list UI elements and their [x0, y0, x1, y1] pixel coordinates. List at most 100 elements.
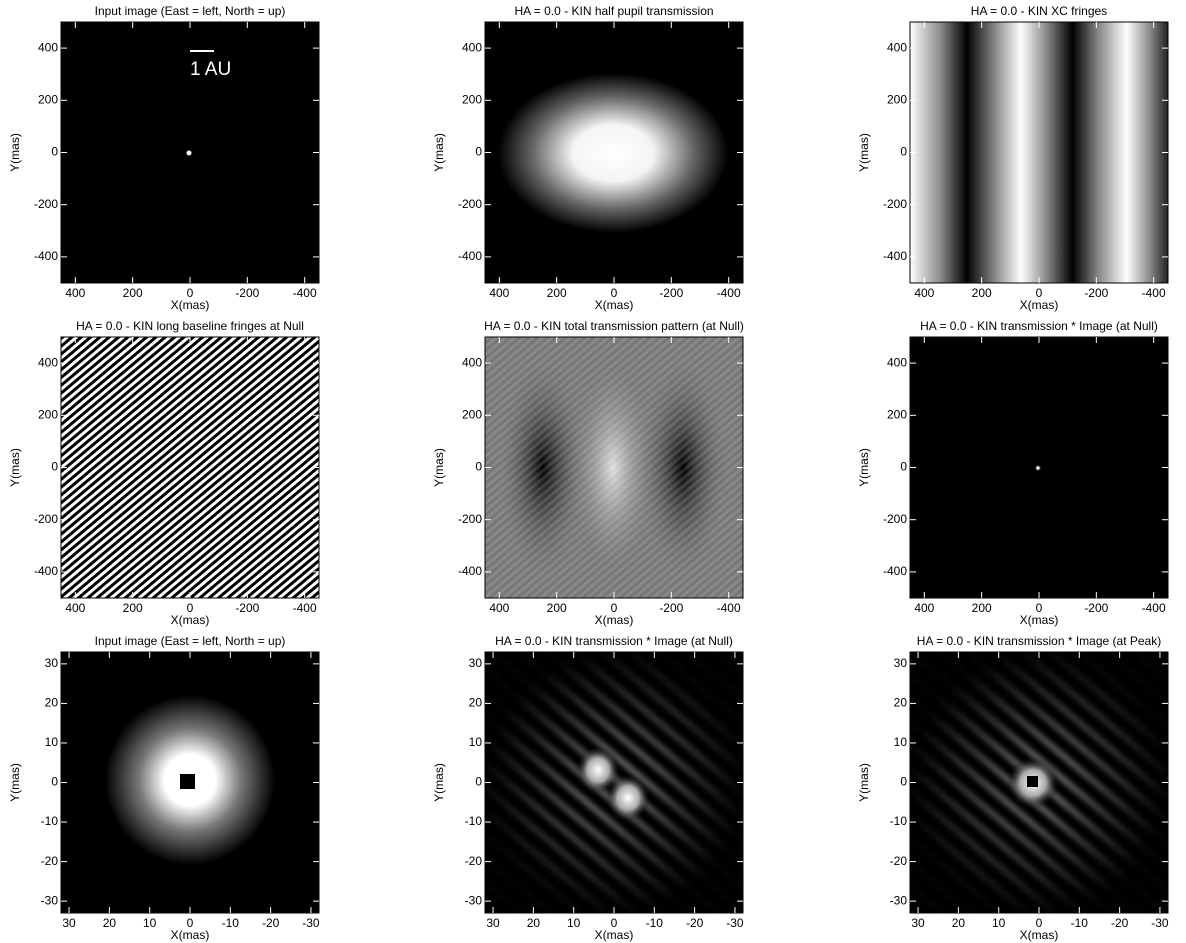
x-tick-label: -200: [659, 601, 683, 615]
y-axis-label: Y(mas): [857, 133, 871, 172]
panel: HA = 0.0 - KIN transmission * Image (at …: [857, 634, 1169, 942]
image: [61, 337, 319, 598]
y-axis-label: Y(mas): [8, 763, 22, 802]
image: [910, 337, 1168, 598]
x-tick-label: 200: [547, 286, 567, 300]
y-axis-label: Y(mas): [432, 133, 446, 172]
x-tick-label: 30: [911, 916, 925, 930]
source: [1035, 465, 1041, 471]
y-tick-label: 0: [900, 460, 907, 474]
x-tick-label: -30: [302, 916, 320, 930]
y-tick-label: 30: [45, 656, 59, 670]
y-axis-label: Y(mas): [857, 448, 871, 487]
panel-title: HA = 0.0 - KIN transmission * Image (at …: [920, 319, 1158, 333]
x-tick-label: -400: [717, 286, 741, 300]
x-axis-label: X(mas): [171, 298, 210, 312]
y-tick-label: -400: [34, 564, 58, 578]
x-tick-label: -10: [646, 916, 664, 930]
y-tick-label: -10: [890, 814, 908, 828]
x-tick-label: 30: [486, 916, 500, 930]
y-tick-label: 0: [51, 145, 58, 159]
x-tick-label: 30: [62, 916, 76, 930]
y-tick-label: 20: [45, 696, 59, 710]
x-tick-label: 10: [143, 916, 157, 930]
x-tick-label: -10: [222, 916, 240, 930]
y-tick-label: -20: [465, 854, 483, 868]
y-tick-label: 0: [51, 775, 58, 789]
panel: HA = 0.0 - KIN total transmission patter…: [432, 319, 744, 627]
x-axis-label: X(mas): [595, 298, 634, 312]
y-tick-label: 0: [51, 460, 58, 474]
pupil: [498, 73, 728, 233]
core: [1027, 776, 1038, 787]
y-tick-label: -20: [890, 854, 908, 868]
y-tick-label: 200: [462, 92, 482, 106]
fine-fringes: [485, 337, 743, 598]
x-tick-label: -20: [686, 916, 704, 930]
x-tick-label: -400: [293, 601, 317, 615]
y-axis-label: Y(mas): [8, 133, 22, 172]
y-tick-label: 30: [469, 656, 483, 670]
panel: HA = 0.0 - KIN long baseline fringes at …: [8, 319, 319, 627]
x-tick-label: 400: [914, 601, 934, 615]
x-axis-label: X(mas): [1020, 613, 1059, 627]
x-tick-label: 20: [103, 916, 117, 930]
panel: HA = 0.0 - KIN half pupil transmission40…: [432, 4, 743, 312]
x-axis-label: X(mas): [1020, 928, 1059, 942]
fringes: [910, 22, 1168, 283]
y-tick-label: 400: [887, 40, 907, 54]
x-axis-label: X(mas): [595, 613, 634, 627]
source: [187, 151, 192, 156]
panel: HA = 0.0 - KIN transmission * Image (at …: [857, 319, 1168, 627]
y-axis-label: Y(mas): [857, 763, 871, 802]
x-tick-label: 200: [972, 286, 992, 300]
x-tick-label: -30: [1151, 916, 1169, 930]
x-tick-label: -400: [293, 286, 317, 300]
y-tick-label: 0: [475, 145, 482, 159]
y-tick-label: 0: [475, 460, 482, 474]
y-tick-label: -10: [41, 814, 59, 828]
x-tick-label: 400: [65, 286, 85, 300]
image: [485, 337, 743, 598]
y-tick-label: -400: [458, 249, 482, 263]
y-tick-label: -400: [883, 564, 907, 578]
panel-title: HA = 0.0 - KIN transmission * Image (at …: [917, 634, 1161, 648]
x-tick-label: -200: [235, 286, 259, 300]
y-tick-label: 400: [887, 355, 907, 369]
x-tick-label: 400: [65, 601, 85, 615]
annotation: 1 AU: [190, 59, 231, 80]
y-tick-label: -30: [465, 893, 483, 907]
y-axis-label: Y(mas): [8, 448, 22, 487]
y-tick-label: 200: [462, 407, 482, 421]
y-tick-label: 0: [900, 775, 907, 789]
panel-title: Input image (East = left, North = up): [95, 634, 286, 648]
x-tick-label: 20: [527, 916, 541, 930]
y-tick-label: 400: [462, 355, 482, 369]
x-tick-label: 200: [123, 286, 143, 300]
x-tick-label: -200: [235, 601, 259, 615]
image: [910, 652, 1168, 913]
x-tick-label: 200: [123, 601, 143, 615]
y-tick-label: -200: [458, 512, 482, 526]
panel: HA = 0.0 - KIN transmission * Image (at …: [432, 634, 744, 942]
x-axis-label: X(mas): [171, 928, 210, 942]
y-tick-label: -400: [458, 564, 482, 578]
y-tick-label: 10: [894, 735, 908, 749]
x-tick-label: 20: [952, 916, 966, 930]
x-axis-label: X(mas): [1020, 298, 1059, 312]
x-tick-label: 400: [489, 286, 509, 300]
x-tick-label: -10: [1071, 916, 1089, 930]
panel: Input image (East = left, North = up) 30 2…: [8, 634, 320, 942]
y-tick-label: 30: [894, 656, 908, 670]
x-tick-label: -20: [1111, 916, 1129, 930]
image: [61, 652, 319, 913]
panel-title: Input image (East = left, North = up): [95, 4, 286, 18]
fringes: [61, 337, 319, 598]
image: [910, 22, 1168, 283]
core: [180, 774, 195, 789]
y-axis-label: Y(mas): [432, 448, 446, 487]
panel-title: HA = 0.0 - KIN XC fringes: [971, 4, 1107, 18]
y-tick-label: 0: [475, 775, 482, 789]
panel: Input image (East = left, North = up) 400…: [8, 4, 319, 312]
y-tick-label: 400: [38, 40, 58, 54]
